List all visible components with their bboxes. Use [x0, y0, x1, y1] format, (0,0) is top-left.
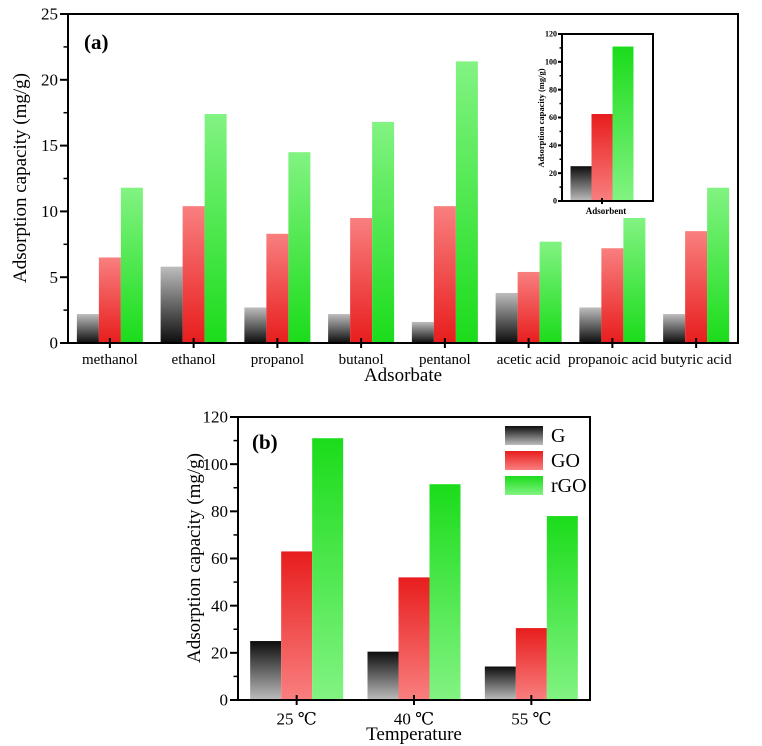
x-category-label: acetic acid	[497, 352, 561, 368]
y-tick-label: 60	[211, 549, 228, 568]
legend-swatch-GO	[505, 451, 543, 470]
y-tick-label: 20	[549, 169, 557, 178]
y-tick-label: 120	[203, 408, 229, 427]
bar-GO-55 ℃	[515, 628, 547, 700]
panel_b-group: 0 20 40 60 80 100 120 25 ℃ 40 ℃ 55 ℃ Temperature Ad…	[184, 408, 591, 745]
bar-G-methanol	[76, 314, 99, 343]
bar-G-ethanol	[160, 266, 183, 343]
x-category-label: ethanol	[172, 352, 216, 368]
bar-G-adsorbent	[570, 166, 592, 201]
y-tick-label: 0	[220, 691, 229, 710]
x-category-label: butanol	[339, 352, 384, 368]
bar-GO-pentanol	[433, 206, 456, 343]
bar-GO-propanol	[266, 233, 289, 343]
y-axis-title: Adsorption capacity (mg/g)	[536, 68, 546, 167]
bar-G-25 ℃	[250, 641, 282, 700]
bar-G-butyric acid	[663, 314, 686, 343]
x-category-label: propanoic acid	[568, 352, 657, 368]
bar-rGO-acetic acid	[539, 241, 562, 343]
bar-G-butanol	[328, 314, 351, 343]
bar-rGO-ethanol	[204, 114, 227, 344]
y-tick-label: 5	[50, 268, 59, 287]
x-category-label: 25 ℃	[277, 710, 317, 729]
panel-label: (a)	[84, 30, 109, 54]
bar-GO-propanoic acid	[601, 248, 624, 343]
panel_a_inset-group: 0 20 40 60 80 100 120 Adsorbent Adsorption capac…	[536, 30, 654, 216]
bar-rGO-adsorbent	[612, 46, 634, 202]
bar-GO-40 ℃	[398, 577, 430, 700]
x-category-label: methanol	[82, 352, 138, 368]
y-tick-label: 0	[50, 334, 59, 353]
bar-G-pentanol	[411, 321, 434, 343]
bar-rGO-pentanol	[455, 61, 478, 343]
bar-rGO-55 ℃	[546, 516, 578, 700]
y-axis-title: Adsorption capacity (mg/g)	[10, 73, 31, 283]
bar-GO-25 ℃	[281, 551, 313, 700]
bar-rGO-propanol	[288, 152, 311, 343]
bar-rGO-40 ℃	[429, 484, 461, 700]
bar-GO-butanol	[350, 217, 373, 343]
x-category-label: 55 ℃	[511, 710, 551, 729]
y-tick-label: 40	[211, 596, 228, 615]
bar-G-propanoic acid	[579, 307, 602, 343]
y-axis-title: Adsorption capacity (mg/g)	[184, 453, 205, 663]
bar-GO-acetic acid	[517, 271, 540, 343]
x-axis-title: Adsorbate	[364, 365, 442, 386]
x-category-label: propanol	[251, 352, 304, 368]
y-tick-label: 15	[41, 136, 58, 155]
y-tick-label: 100	[545, 57, 557, 66]
bar-G-propanol	[244, 307, 267, 343]
bar-rGO-methanol	[120, 187, 143, 343]
y-tick-label: 80	[549, 85, 557, 94]
panel_a-group: 0 5 10 15 20 25 methanol ethanol propanol butanol…	[10, 5, 739, 386]
y-tick-label: 80	[211, 502, 228, 521]
legend-label-G: G	[551, 425, 565, 447]
x-axis-title: Temperature	[366, 724, 462, 745]
y-tick-label: 40	[549, 141, 557, 150]
bar-G-40 ℃	[367, 651, 399, 700]
legend-label-GO: GO	[551, 450, 580, 472]
bar-rGO-25 ℃	[312, 438, 344, 700]
bar-GO-ethanol	[182, 206, 205, 343]
y-tick-label: 20	[211, 643, 228, 662]
bar-rGO-butyric acid	[707, 187, 730, 343]
y-tick-label: 120	[545, 30, 557, 39]
panel-label: (b)	[252, 430, 278, 454]
x-category-label: pentanol	[419, 352, 471, 368]
legend-swatch-rGO	[505, 476, 543, 495]
y-tick-label: 60	[549, 113, 557, 122]
y-tick-label: 100	[203, 455, 229, 474]
bar-GO-methanol	[98, 257, 121, 343]
y-tick-label: 10	[41, 202, 58, 221]
legend-swatch-G	[505, 426, 543, 445]
bar-GO-butyric acid	[685, 231, 708, 343]
y-tick-label: 0	[553, 197, 557, 206]
x-category-label: butyric acid	[661, 352, 733, 368]
panel-b-chart: 0 20 40 60 80 100 120 25 ℃ 40 ℃ 55 ℃ Temperature Ad…	[184, 408, 591, 745]
y-tick-label: 20	[41, 70, 58, 89]
bar-rGO-propanoic acid	[623, 217, 646, 343]
bar-rGO-butanol	[372, 121, 395, 343]
panel-a-chart: 0 5 10 15 20 25 methanol ethanol propanol butanol…	[10, 5, 739, 386]
bar-GO-adsorbent	[591, 114, 613, 201]
x-axis-title: Adsorbent	[586, 206, 627, 216]
bar-G-acetic acid	[495, 292, 518, 343]
y-tick-label: 25	[41, 5, 58, 24]
bar-G-55 ℃	[484, 666, 516, 700]
x-category-label: 40 ℃	[394, 710, 434, 729]
legend-label-rGO: rGO	[551, 475, 587, 497]
